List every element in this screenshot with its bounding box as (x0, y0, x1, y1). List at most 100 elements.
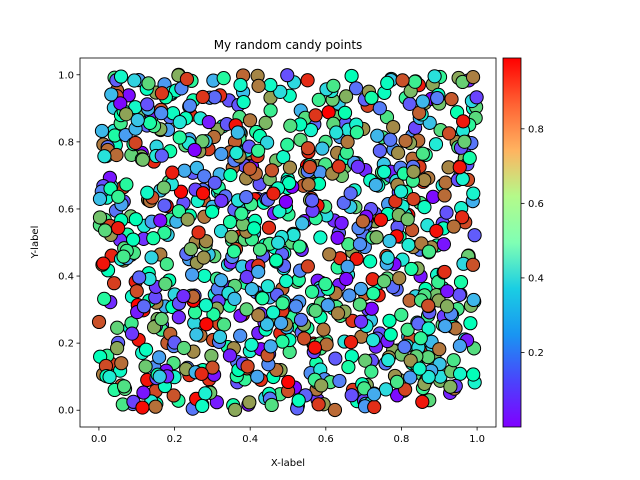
scatter-point (338, 89, 354, 104)
scatter-point (280, 68, 295, 83)
scatter-point (372, 101, 387, 116)
scatter-point (204, 348, 219, 363)
scatter-point (469, 90, 484, 105)
scatter-point (344, 68, 359, 84)
scatter-point (138, 359, 153, 374)
scatter-point (341, 359, 356, 375)
scatter-point (157, 198, 172, 213)
scatter-point (255, 291, 270, 306)
scatter-point (116, 249, 131, 264)
scatter-point (226, 244, 242, 259)
scatter-point (373, 212, 389, 227)
scatter-point (439, 205, 454, 220)
scatter-point (406, 191, 421, 207)
scatter-point (380, 250, 395, 265)
scatter-point (166, 388, 181, 403)
scatter-point (129, 284, 144, 299)
scatter-point (337, 105, 353, 120)
scatter-point (400, 322, 415, 337)
scatter-point (407, 74, 423, 89)
scatter-point (395, 73, 410, 88)
scatter-point (111, 220, 126, 236)
scatter-point (233, 77, 248, 93)
scatter-point (118, 128, 133, 143)
scatter-point (311, 92, 326, 108)
scatter-point (140, 97, 155, 112)
scatter-point (266, 305, 281, 320)
scatter-point (172, 130, 187, 145)
scatter-point (457, 134, 472, 149)
colorbar (502, 57, 522, 428)
scatter-point (307, 340, 322, 355)
scatter-point (368, 177, 383, 193)
scatter-point (465, 69, 481, 85)
scatter-point (207, 175, 222, 190)
scatter-point (180, 212, 195, 227)
scatter-point (336, 195, 351, 211)
scatter-point (214, 146, 229, 162)
scatter-point (171, 310, 186, 325)
scatter-point (275, 296, 290, 311)
scatter-point (286, 227, 301, 243)
scatter-point (92, 191, 108, 206)
scatter-point (308, 303, 323, 318)
scatter-point (244, 281, 259, 297)
scatter-point (172, 115, 187, 130)
scatter-point (343, 186, 358, 201)
scatter-point (113, 69, 129, 84)
scatter-point (364, 90, 379, 105)
scatter-point (195, 398, 210, 414)
scatter-point (234, 206, 249, 221)
scatter-point (365, 333, 381, 348)
scatter-point (153, 213, 168, 228)
scatter-point (252, 242, 268, 257)
colorbar-tick-label: 0.4 (528, 273, 544, 284)
scatter-point (242, 395, 257, 410)
scatter-point (455, 171, 470, 187)
scatter-point (403, 353, 418, 368)
scatter-point (350, 159, 365, 174)
scatter-point (463, 316, 478, 331)
scatter-point (114, 356, 129, 371)
x-tick-label: 1.0 (469, 434, 485, 445)
plot-frame (79, 57, 497, 428)
scatter-point (462, 150, 477, 166)
scatter-point (135, 400, 150, 415)
scatter-point (152, 369, 167, 384)
scatter-point (212, 329, 228, 344)
scatter-point (201, 114, 216, 130)
scatter-point (389, 374, 405, 389)
scatter-point (366, 387, 382, 402)
scatter-point (214, 193, 229, 208)
scatter-point (130, 112, 145, 128)
scatter-point (340, 259, 355, 274)
scatter-point (292, 239, 307, 254)
scatter-point (128, 212, 143, 227)
scatter-point (98, 223, 113, 238)
scatter-point (146, 231, 161, 246)
scatter-point (273, 315, 289, 331)
scatter-point (339, 271, 354, 287)
chart-title: My random candy points (214, 38, 363, 52)
scatter-point (446, 353, 461, 368)
scatter-point (398, 133, 413, 149)
scatter-point (430, 90, 445, 106)
scatter-point (441, 126, 457, 141)
scatter-point (349, 125, 364, 140)
scatter-point (295, 216, 310, 231)
scatter-point (258, 115, 273, 130)
scatter-point (97, 149, 112, 164)
y-axis: 0.0 0.2 0.4 0.6 0.8 1.0 (58, 70, 80, 417)
scatter-point (363, 254, 378, 269)
scatter-point (154, 106, 169, 121)
colorbar-axis: 0.2 0.4 0.6 0.8 (521, 124, 544, 359)
scatter-point (438, 318, 453, 334)
scatter-point (266, 186, 281, 201)
scatter-point (380, 75, 395, 90)
scatter-point (119, 107, 134, 122)
scatter-point (128, 135, 143, 151)
scatter-point (340, 134, 355, 149)
scatter-point (185, 267, 200, 282)
scatter-point (403, 370, 418, 385)
